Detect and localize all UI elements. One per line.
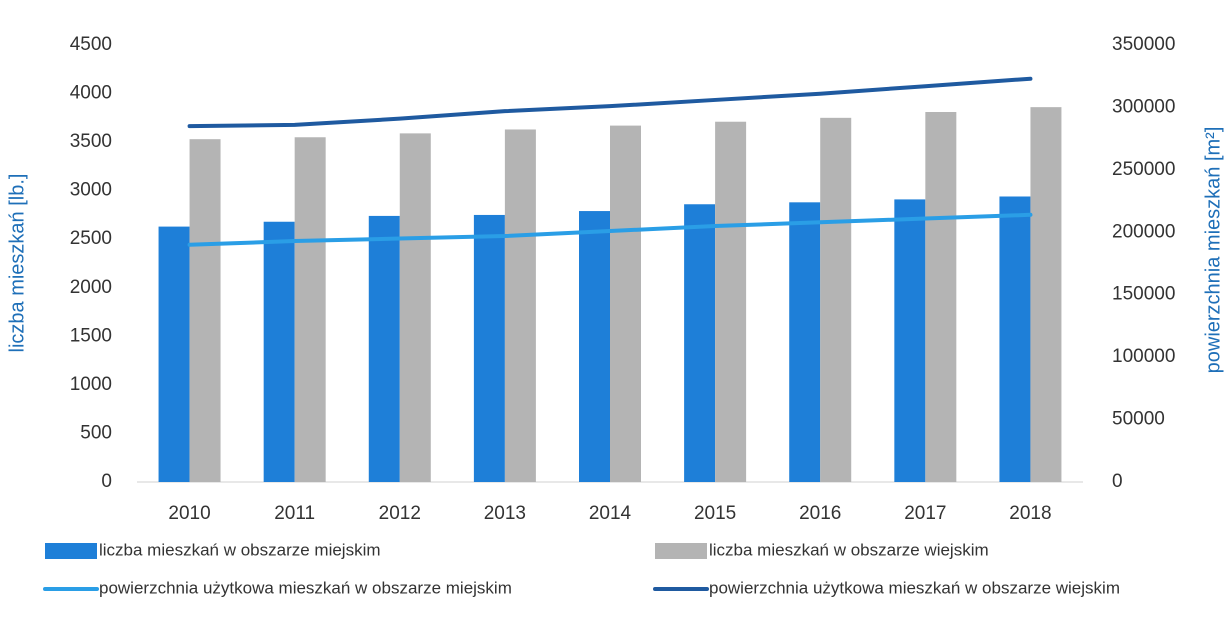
y2-tick-label: 300000	[1112, 96, 1175, 117]
x-tick-label: 2014	[589, 503, 632, 524]
y2-tick-label: 0	[1112, 471, 1123, 492]
y-tick-label: 1500	[70, 325, 112, 346]
y-tick-label: 3500	[70, 131, 112, 152]
y2-tick-label: 50000	[1112, 409, 1165, 430]
legend-swatch	[655, 543, 707, 559]
y-tick-label: 0	[101, 471, 112, 492]
line-series	[187, 76, 1033, 129]
y-tick-label: 2000	[70, 277, 112, 298]
x-tick-label: 2015	[694, 503, 736, 524]
bar	[504, 129, 536, 482]
bar	[925, 112, 957, 483]
y-tick-label: 4000	[70, 83, 112, 104]
y2-tick-label: 150000	[1112, 284, 1175, 305]
y-axis-title: liczba mieszkań [lb.]	[6, 174, 28, 353]
x-tick-label: 2013	[484, 503, 526, 524]
y2-tick-label: 200000	[1112, 221, 1175, 242]
legend-label: liczba mieszkań w obszarze miejskim	[99, 540, 381, 559]
x-tick-label: 2018	[1009, 503, 1051, 524]
x-tick-label: 2011	[274, 503, 315, 524]
line-series	[187, 212, 1033, 247]
bar	[158, 226, 190, 482]
bar	[789, 202, 821, 482]
bar	[189, 139, 221, 482]
bar	[368, 215, 400, 482]
legend-label: powierzchnia użytkowa mieszkań w obszarz…	[99, 578, 512, 597]
legend-label: liczba mieszkań w obszarze wiejskim	[709, 540, 989, 559]
y-tick-label: 3000	[70, 180, 112, 201]
bar	[999, 196, 1031, 482]
bar	[399, 133, 431, 483]
y2-tick-label: 100000	[1112, 346, 1175, 367]
x-tick-label: 2010	[168, 503, 210, 524]
x-tick-label: 2016	[799, 503, 841, 524]
y2-tick-label: 350000	[1112, 34, 1175, 55]
legend-swatch	[45, 543, 97, 559]
bar	[263, 221, 295, 482]
bar	[684, 204, 716, 483]
y2-axis-title: powierzchnia mieszkań [m²]	[1202, 127, 1224, 374]
bar	[473, 214, 505, 482]
bar	[715, 121, 747, 483]
y-tick-label: 2500	[70, 228, 112, 249]
y-tick-label: 4500	[70, 34, 112, 55]
bar	[894, 199, 926, 482]
bar	[820, 117, 852, 482]
y-tick-label: 1000	[70, 374, 112, 395]
bar	[610, 125, 641, 482]
y2-tick-label: 250000	[1112, 159, 1175, 180]
bar	[1030, 107, 1062, 482]
legend-label: powierzchnia użytkowa mieszkań w obszarz…	[709, 578, 1120, 597]
x-tick-label: 2012	[379, 503, 421, 524]
x-tick-label: 2017	[904, 503, 946, 524]
bar	[579, 211, 610, 482]
y-tick-label: 500	[80, 422, 112, 443]
bar	[294, 137, 326, 482]
